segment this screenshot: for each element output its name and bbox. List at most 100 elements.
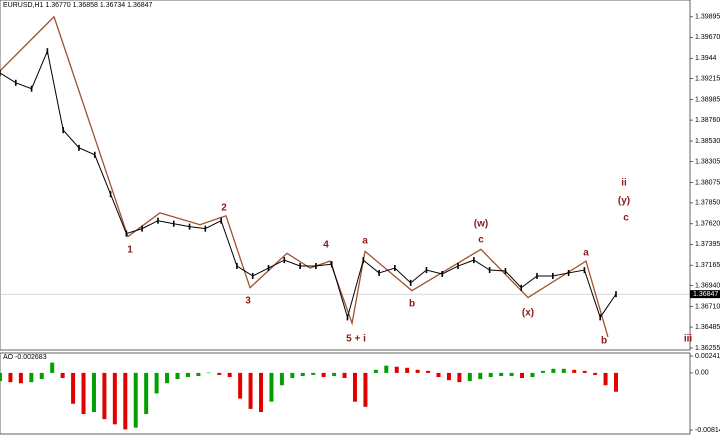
wave-label: b [601, 336, 607, 347]
ao-bar [321, 372, 326, 378]
ao-bar [352, 372, 357, 402]
ao-bar [196, 372, 201, 376]
ao-bar [415, 369, 420, 373]
price-bar [62, 127, 64, 134]
y-tick-label: -0.00814 [695, 427, 720, 434]
ao-bar [300, 372, 305, 376]
ao-bar [342, 372, 347, 379]
ao-bar [593, 372, 598, 375]
current-price-box [690, 290, 720, 299]
price-bar [315, 263, 317, 270]
price-bar [362, 257, 365, 264]
ao-bar [614, 372, 618, 392]
ao-bar [509, 372, 514, 376]
wave-label: 5 + i [346, 334, 366, 345]
y-tick-label: 0.00241 [695, 353, 720, 360]
price-bar [157, 217, 159, 224]
ao-bar [426, 370, 431, 373]
ao-bar [551, 368, 556, 373]
wave-label: a [362, 236, 368, 247]
ao-bar [144, 372, 149, 415]
ao-bar [259, 372, 264, 412]
ao-bar [311, 372, 316, 375]
wave-label: (y) [618, 196, 630, 207]
y-tick-label: 1.37165 [695, 262, 720, 269]
y-tick-label: 0.00 [695, 370, 709, 377]
price-bar [93, 151, 96, 158]
ao-bar [217, 372, 222, 375]
price-bar [441, 270, 444, 277]
wave-label: c [623, 213, 629, 224]
wave-label: (w) [474, 219, 488, 230]
chart-title: EURUSD,H1 1.36770 1.36858 1.36734 1.3684… [3, 2, 153, 9]
wave-label: iii [684, 334, 693, 345]
ao-bar [269, 372, 274, 402]
ao-bar [0, 372, 2, 382]
ao-bar [373, 369, 378, 373]
wave-label: a [583, 248, 589, 259]
price-bar [346, 314, 349, 321]
price-panel [0, 0, 691, 351]
price-bar [141, 225, 143, 232]
ao-bar [185, 372, 190, 378]
wave-label: (x) [522, 308, 534, 319]
ao-bar [467, 372, 472, 382]
price-bar [552, 272, 554, 279]
price-bar [251, 272, 254, 279]
y-tick-label: 1.36710 [695, 303, 720, 310]
price-bar [46, 48, 49, 55]
y-tick-label: 1.38305 [695, 158, 720, 165]
price-bar [30, 85, 33, 92]
y-tick-label: 1.39670 [695, 34, 720, 41]
ao-bar [436, 372, 441, 378]
ao-bar [446, 372, 451, 381]
ao-bar [102, 372, 107, 420]
ao-bar [603, 372, 608, 386]
price-bar [520, 284, 523, 291]
price-bar [204, 225, 207, 232]
y-tick-label: 1.3944 [695, 55, 717, 62]
y-tick-label: 1.37395 [695, 241, 720, 248]
y-tick-label: 1.38530 [695, 138, 720, 145]
ao-bar [384, 365, 389, 373]
ao-bar [530, 372, 535, 378]
ao-bar [50, 362, 55, 373]
ao-bar [363, 372, 368, 407]
price-bar [583, 267, 586, 274]
price-bar [567, 269, 570, 276]
price-bar [125, 230, 128, 237]
ao-bar [499, 372, 504, 376]
ao-bar [520, 372, 525, 379]
wave-label: 4 [323, 240, 329, 251]
price-bar [299, 263, 301, 270]
ao-bar [175, 372, 180, 380]
wave-label: 3 [245, 296, 251, 307]
ao-bar [332, 372, 337, 376]
price-bar [330, 261, 333, 268]
current-price-label: 1.36847 [693, 291, 718, 298]
price-bar [188, 223, 191, 230]
price-bar [615, 291, 617, 298]
ao-bar [81, 372, 86, 415]
y-tick-label: 1.36485 [695, 324, 720, 331]
ao-bar [394, 366, 399, 373]
ao-bar [112, 372, 117, 425]
ao-bar [488, 372, 493, 378]
price-line [0, 49, 617, 320]
wave-label: b [409, 299, 415, 310]
y-tick-label: 1.36940 [695, 283, 720, 290]
ao-bar [248, 372, 253, 409]
ao-bar [478, 372, 483, 380]
price-bar [599, 314, 602, 321]
price-bar [488, 267, 491, 274]
y-tick-label: 1.38075 [695, 179, 720, 186]
price-bar [394, 265, 396, 272]
ao-bar [133, 372, 138, 428]
ao-bar [290, 372, 295, 379]
y-tick-label: 1.38760 [695, 117, 720, 124]
price-bar [78, 144, 80, 151]
wave-label: 1 [127, 245, 133, 256]
y-tick-label: 1.38985 [695, 96, 720, 103]
price-bar [267, 265, 270, 272]
ao-bar [39, 372, 44, 380]
